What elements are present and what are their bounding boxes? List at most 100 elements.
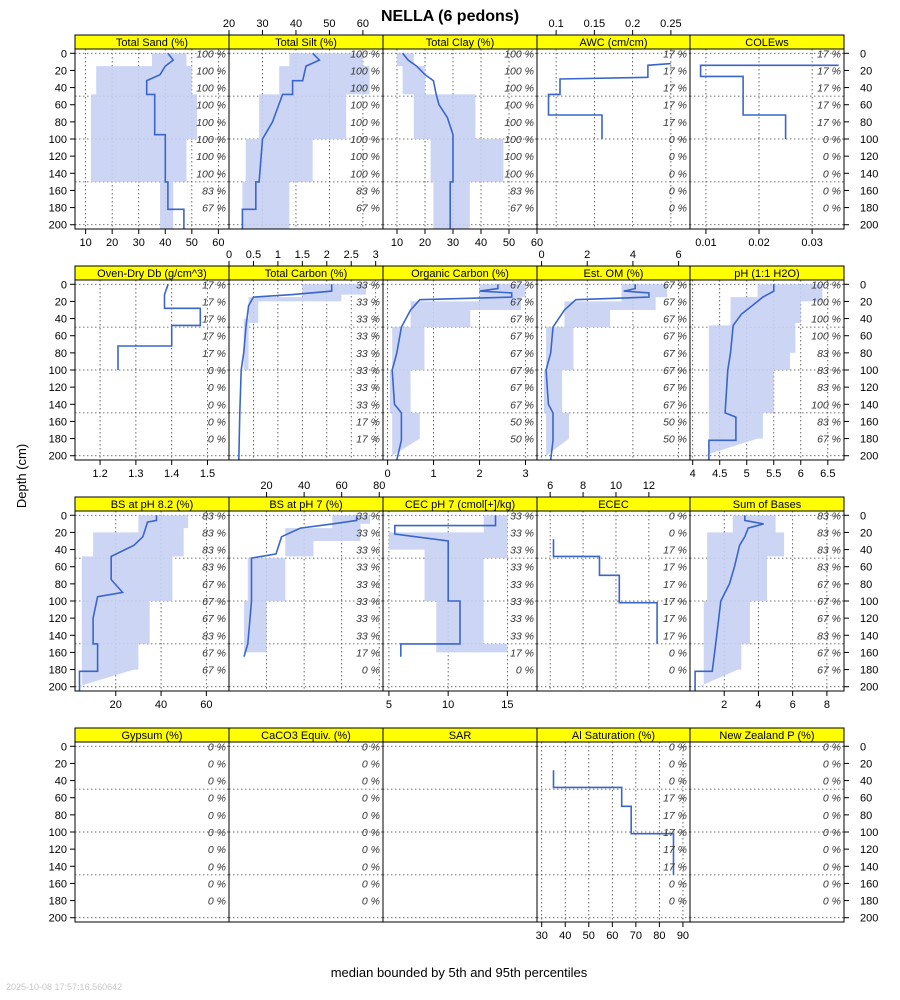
data-coverage-label: 17 %: [817, 100, 841, 112]
y-tick-label: 180: [49, 203, 67, 215]
y-tick-label: 140: [49, 630, 67, 642]
data-coverage-label: 33 %: [510, 579, 534, 591]
data-coverage-label: 0 %: [669, 168, 687, 180]
panel-total-carbon: 33 % 33 % 33 % 33 % 33 % 33 % 33 % 33 % 17 % 17 %…: [226, 249, 384, 461]
data-coverage-label: 0 %: [208, 810, 226, 822]
data-coverage-label: 17 %: [663, 117, 687, 129]
data-coverage-label: 100 %: [196, 83, 226, 95]
data-coverage-label: 0 %: [362, 827, 380, 839]
y-tick-label: 80: [860, 348, 872, 360]
data-coverage-label: 83 %: [202, 545, 226, 557]
data-coverage-label: 17 %: [663, 810, 687, 822]
y-tick-label: 180: [49, 665, 67, 677]
data-coverage-label: 0 %: [362, 793, 380, 805]
data-coverage-label: 67 %: [356, 203, 380, 215]
data-coverage-label: 0 %: [208, 399, 226, 411]
data-coverage-label: 33 %: [356, 399, 380, 411]
panel-sar-strip-label: SAR: [449, 730, 472, 742]
data-coverage-label: 0 %: [362, 844, 380, 856]
data-coverage-label: 100 %: [350, 134, 380, 146]
y-tick-label: 160: [49, 878, 67, 890]
data-coverage-label: 67 %: [202, 665, 226, 677]
data-coverage-label: 67 %: [510, 279, 534, 291]
y-tick-label: 200: [49, 220, 67, 232]
data-coverage-label: 0 %: [823, 203, 841, 215]
y-tick-label: 0: [61, 741, 67, 753]
panel-al-saturation-median-line: [552, 770, 675, 875]
data-coverage-label: 0 %: [208, 844, 226, 856]
y-tick-label: 0: [860, 510, 866, 522]
y-tick-label: 120: [49, 844, 67, 856]
y-tick-label: 20: [55, 758, 67, 770]
panel-total-silt-median-line: [241, 52, 321, 229]
x-tick-label: 1: [431, 468, 437, 480]
x-tick-label: 6: [547, 480, 553, 492]
data-coverage-label: 67 %: [817, 647, 841, 659]
y-axis-label: Depth (cm): [14, 444, 29, 508]
data-coverage-label: 83 %: [817, 630, 841, 642]
x-tick-label: 60: [200, 699, 212, 711]
panel-total-clay: 100 % 100 % 100 % 100 % 100 % 100 % 100 % 100 %…: [382, 34, 543, 249]
panel-bs-at-ph-8-2-median-line: [78, 515, 158, 691]
panel-colews-median-line: [699, 64, 839, 139]
y-tick-label: 60: [860, 793, 872, 805]
x-tick-label: 20: [106, 237, 118, 249]
data-coverage-label: 100 %: [811, 399, 841, 411]
x-tick-label: 40: [159, 237, 171, 249]
data-coverage-label: 33 %: [510, 562, 534, 574]
data-coverage-label: 67 %: [663, 279, 687, 291]
x-tick-label: 5: [386, 699, 392, 711]
data-coverage-label: 0 %: [362, 878, 380, 890]
x-tick-label: 0: [385, 468, 391, 480]
y-tick-label: 160: [49, 416, 67, 428]
panel-oven-dry-db-g-cm-3-median-line: [117, 284, 202, 370]
panel-total-silt-strip-label: Total Silt (%): [275, 37, 337, 49]
data-coverage-label: 67 %: [817, 596, 841, 608]
panel-bs-at-ph-8-2-percentile-band: [77, 515, 189, 687]
panel-total-sand: 100 % 100 % 100 % 100 % 100 % 100 % 100 % 100 %…: [49, 34, 230, 249]
data-coverage-label: 33 %: [356, 348, 380, 360]
data-coverage-label: 0 %: [208, 878, 226, 890]
x-tick-label: 5: [744, 468, 750, 480]
data-coverage-label: 17 %: [817, 117, 841, 129]
y-tick-label: 20: [55, 296, 67, 308]
data-coverage-label: 67 %: [202, 596, 226, 608]
x-tick-label: 8: [580, 480, 586, 492]
y-tick-label: 200: [860, 451, 878, 463]
y-tick-label: 80: [860, 810, 872, 822]
data-coverage-label: 67 %: [510, 365, 534, 377]
x-tick-label: 2: [324, 249, 330, 261]
y-tick-label: 180: [860, 434, 878, 446]
panel-total-carbon-strip-label: Total Carbon (%): [265, 268, 348, 280]
data-coverage-label: 0 %: [823, 793, 841, 805]
y-tick-label: 180: [49, 434, 67, 446]
data-coverage-label: 0 %: [823, 168, 841, 180]
panel-total-silt-percentile-band: [242, 53, 370, 229]
y-tick-label: 100: [860, 365, 878, 377]
data-coverage-label: 83 %: [817, 510, 841, 522]
panel-bs-at-ph-7-strip-label: BS at pH 7 (%): [269, 499, 342, 511]
x-tick-label: 6.5: [820, 468, 835, 480]
y-tick-label: 0: [61, 279, 67, 291]
data-coverage-label: 100 %: [196, 168, 226, 180]
panel-awc-cm-cm-median-line: [547, 62, 671, 139]
data-coverage-label: 83 %: [202, 527, 226, 539]
y-tick-label: 120: [860, 613, 878, 625]
x-tick-label: 90: [677, 930, 689, 942]
panel-total-silt: 100 % 100 % 100 % 100 % 100 % 100 % 100 % 100 %…: [223, 18, 384, 230]
panel-est-om-median-line: [545, 284, 650, 460]
y-tick-label: 60: [860, 331, 872, 343]
data-coverage-label: 0 %: [669, 896, 687, 908]
chart-title: NELLA (6 pedons): [381, 8, 519, 25]
panel-oven-dry-db-g-cm-3-strip-label: Oven-Dry Db (g/cm^3): [97, 268, 207, 280]
data-coverage-label: 50 %: [663, 416, 687, 428]
data-coverage-label: 0 %: [208, 793, 226, 805]
panel-total-carbon-percentile-band: [238, 284, 366, 370]
data-coverage-label: 83 %: [202, 630, 226, 642]
data-coverage-label: 50 %: [663, 434, 687, 446]
y-tick-label: 180: [49, 896, 67, 908]
y-tick-label: 160: [860, 416, 878, 428]
data-coverage-label: 17 %: [663, 844, 687, 856]
data-coverage-label: 50 %: [510, 416, 534, 428]
panel-cec-ph-7-cmol-kg: 33 % 33 % 33 % 33 % 33 % 33 % 33 % 33 % 17 % 0 % C…: [382, 496, 538, 711]
